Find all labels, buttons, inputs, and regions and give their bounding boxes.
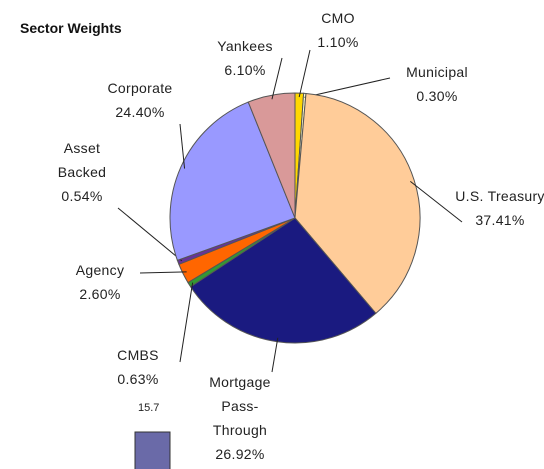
slice-label: Asset Backed	[57, 140, 107, 180]
slice-label: Agency	[75, 262, 125, 278]
slice-label: CMBS	[117, 347, 159, 363]
leader-line	[179, 282, 194, 363]
leader-line	[117, 207, 183, 262]
pie-slice	[294, 92, 421, 315]
slice-value-label: 2.60%	[79, 286, 121, 302]
slice-value-label: 0.54%	[61, 188, 103, 204]
slice-label: Municipal	[406, 64, 468, 80]
leader-line	[139, 271, 187, 274]
bar	[134, 431, 171, 469]
pie-slice	[247, 92, 296, 219]
slice-label: Mortgage Pass-Through	[209, 374, 271, 438]
slice-value-label: 6.10%	[224, 62, 266, 78]
slice-label: U.S. Treasury	[455, 188, 544, 204]
slice-label: Yankees	[217, 38, 273, 54]
leader-line	[410, 180, 463, 223]
slice-value-label: 37.41%	[475, 212, 525, 228]
leader-line	[298, 49, 311, 98]
leader-line	[271, 337, 279, 373]
slice-value-label: 0.63%	[117, 371, 159, 387]
slice-value-label: 26.92%	[215, 446, 265, 462]
slice-label: Corporate	[107, 80, 173, 96]
bar-value-label: 15.7	[138, 402, 160, 414]
chart-title: Sector Weights	[20, 20, 122, 36]
slice-value-label: 24.40%	[115, 104, 165, 120]
slice-value-label: 0.30%	[416, 88, 458, 104]
leader-line	[304, 77, 391, 98]
slice-value-label: 1.10%	[317, 34, 359, 50]
leader-line	[271, 57, 283, 100]
slice-label: CMO	[321, 10, 355, 26]
leader-line	[179, 123, 186, 169]
